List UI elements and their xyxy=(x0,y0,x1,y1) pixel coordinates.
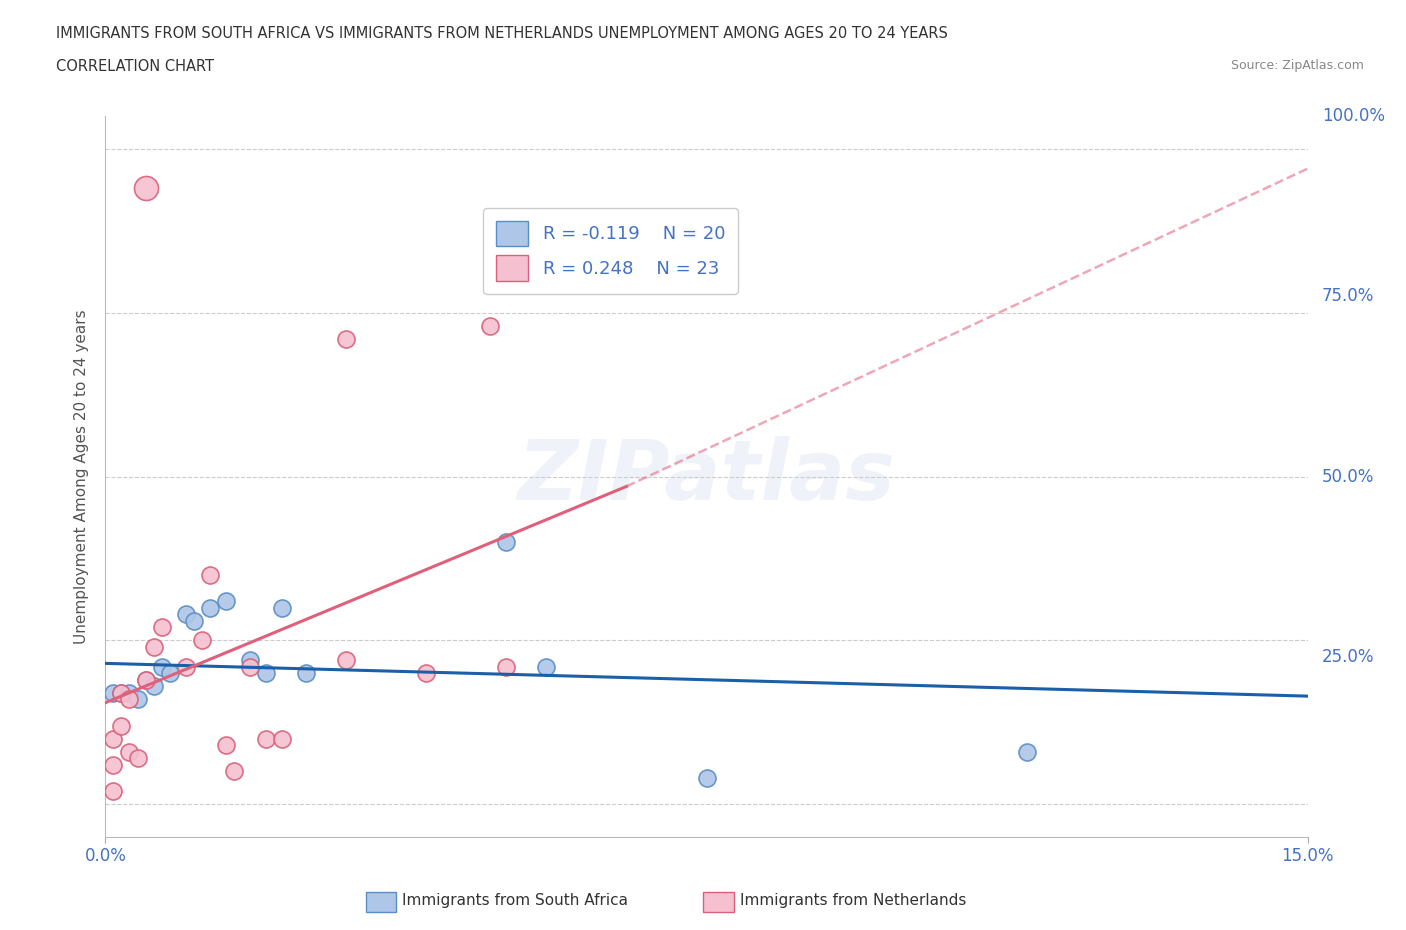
Text: 25.0%: 25.0% xyxy=(1322,648,1375,666)
Legend: R = -0.119    N = 20, R = 0.248    N = 23: R = -0.119 N = 20, R = 0.248 N = 23 xyxy=(484,208,738,294)
Point xyxy=(254,666,277,681)
Point xyxy=(1017,744,1039,759)
Text: ZIPatlas: ZIPatlas xyxy=(517,436,896,517)
Point xyxy=(214,737,236,752)
Point xyxy=(222,764,245,779)
Point xyxy=(335,653,357,668)
Text: Source: ZipAtlas.com: Source: ZipAtlas.com xyxy=(1230,59,1364,72)
Text: CORRELATION CHART: CORRELATION CHART xyxy=(56,59,214,73)
Point xyxy=(118,692,141,707)
Point xyxy=(127,692,149,707)
Text: 50.0%: 50.0% xyxy=(1322,468,1375,485)
Point xyxy=(696,771,718,786)
Point xyxy=(159,666,181,681)
Point xyxy=(174,606,197,621)
Point xyxy=(183,614,205,629)
Point xyxy=(479,318,502,333)
Point xyxy=(295,666,318,681)
Point xyxy=(270,600,292,615)
Point xyxy=(335,332,357,347)
Point xyxy=(135,181,157,196)
Point xyxy=(103,757,125,772)
Point xyxy=(239,653,262,668)
Point xyxy=(214,593,236,608)
Text: Immigrants from South Africa: Immigrants from South Africa xyxy=(402,893,628,908)
Point xyxy=(198,600,221,615)
Point xyxy=(239,659,262,674)
Point xyxy=(110,718,132,733)
Point xyxy=(174,659,197,674)
Point xyxy=(190,633,212,648)
Point xyxy=(270,731,292,746)
Point xyxy=(254,731,277,746)
Point xyxy=(495,659,517,674)
Point xyxy=(118,744,141,759)
Point xyxy=(415,666,437,681)
Text: 75.0%: 75.0% xyxy=(1322,287,1375,305)
Point xyxy=(103,685,125,700)
Text: 100.0%: 100.0% xyxy=(1322,107,1385,126)
Point xyxy=(103,784,125,799)
Y-axis label: Unemployment Among Ages 20 to 24 years: Unemployment Among Ages 20 to 24 years xyxy=(73,310,89,644)
Point xyxy=(198,567,221,582)
Point xyxy=(142,679,165,694)
Point xyxy=(495,535,517,550)
Point xyxy=(150,620,173,635)
Point xyxy=(118,685,141,700)
Point xyxy=(142,640,165,655)
Text: IMMIGRANTS FROM SOUTH AFRICA VS IMMIGRANTS FROM NETHERLANDS UNEMPLOYMENT AMONG A: IMMIGRANTS FROM SOUTH AFRICA VS IMMIGRAN… xyxy=(56,26,948,41)
Point xyxy=(127,751,149,765)
Point xyxy=(135,672,157,687)
Point xyxy=(534,659,557,674)
Point xyxy=(110,685,132,700)
Point xyxy=(150,659,173,674)
Point xyxy=(103,731,125,746)
Text: Immigrants from Netherlands: Immigrants from Netherlands xyxy=(740,893,966,908)
Point xyxy=(135,672,157,687)
Point xyxy=(110,685,132,700)
